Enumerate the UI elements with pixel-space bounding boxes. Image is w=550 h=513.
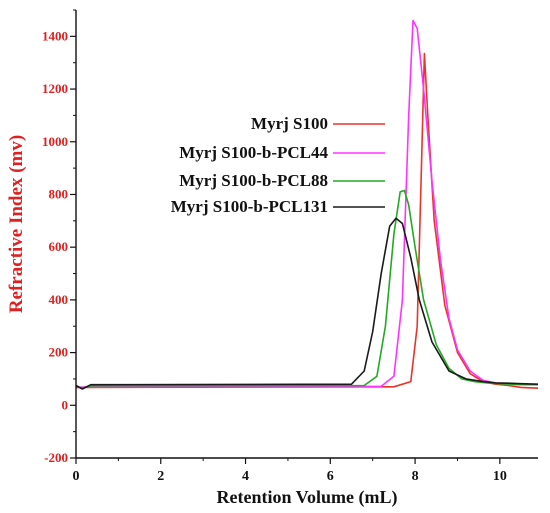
legend-label: Myrj S100 (251, 114, 328, 133)
x-tick-label: 2 (157, 469, 164, 484)
y-tick-label: 800 (49, 186, 69, 201)
series-line-4 (75, 217, 539, 390)
y-axis-ticks: -200 0 200 400 600 800 1000 1200 1400 (42, 9, 76, 465)
plot-series (75, 19, 539, 390)
x-tick-label: 0 (73, 469, 80, 484)
series-line-1 (76, 52, 539, 389)
y-tick-label: 1200 (42, 81, 68, 96)
y-tick-label: 200 (49, 345, 69, 360)
x-axis-ticks: 0 2 4 6 8 10 (73, 458, 507, 484)
x-tick-label: 8 (412, 469, 419, 484)
legend-label: Myrj S100-b-PCL88 (179, 171, 328, 190)
y-tick-label: 600 (49, 239, 69, 254)
y-tick-label: -200 (44, 450, 68, 465)
x-tick-label: 6 (327, 469, 334, 484)
x-axis-title: Retention Volume (mL) (217, 487, 398, 508)
legend-label: Myrj S100-b-PCL131 (171, 197, 328, 216)
y-tick-label: 1000 (42, 134, 68, 149)
series-line-3 (75, 189, 538, 389)
legend-label: Myrj S100-b-PCL44 (179, 143, 328, 162)
x-tick-label: 4 (242, 469, 249, 484)
y-tick-label: 400 (49, 292, 69, 307)
y-tick-label: 1400 (42, 28, 68, 43)
legend: Myrj S100 Myrj S100-b-PCL44 Myrj S100-b-PC… (171, 114, 385, 216)
x-tick-label: 10 (493, 469, 507, 484)
y-tick-label: 0 (62, 397, 69, 412)
y-axis-title: Refractive Index (mv) (6, 135, 27, 313)
